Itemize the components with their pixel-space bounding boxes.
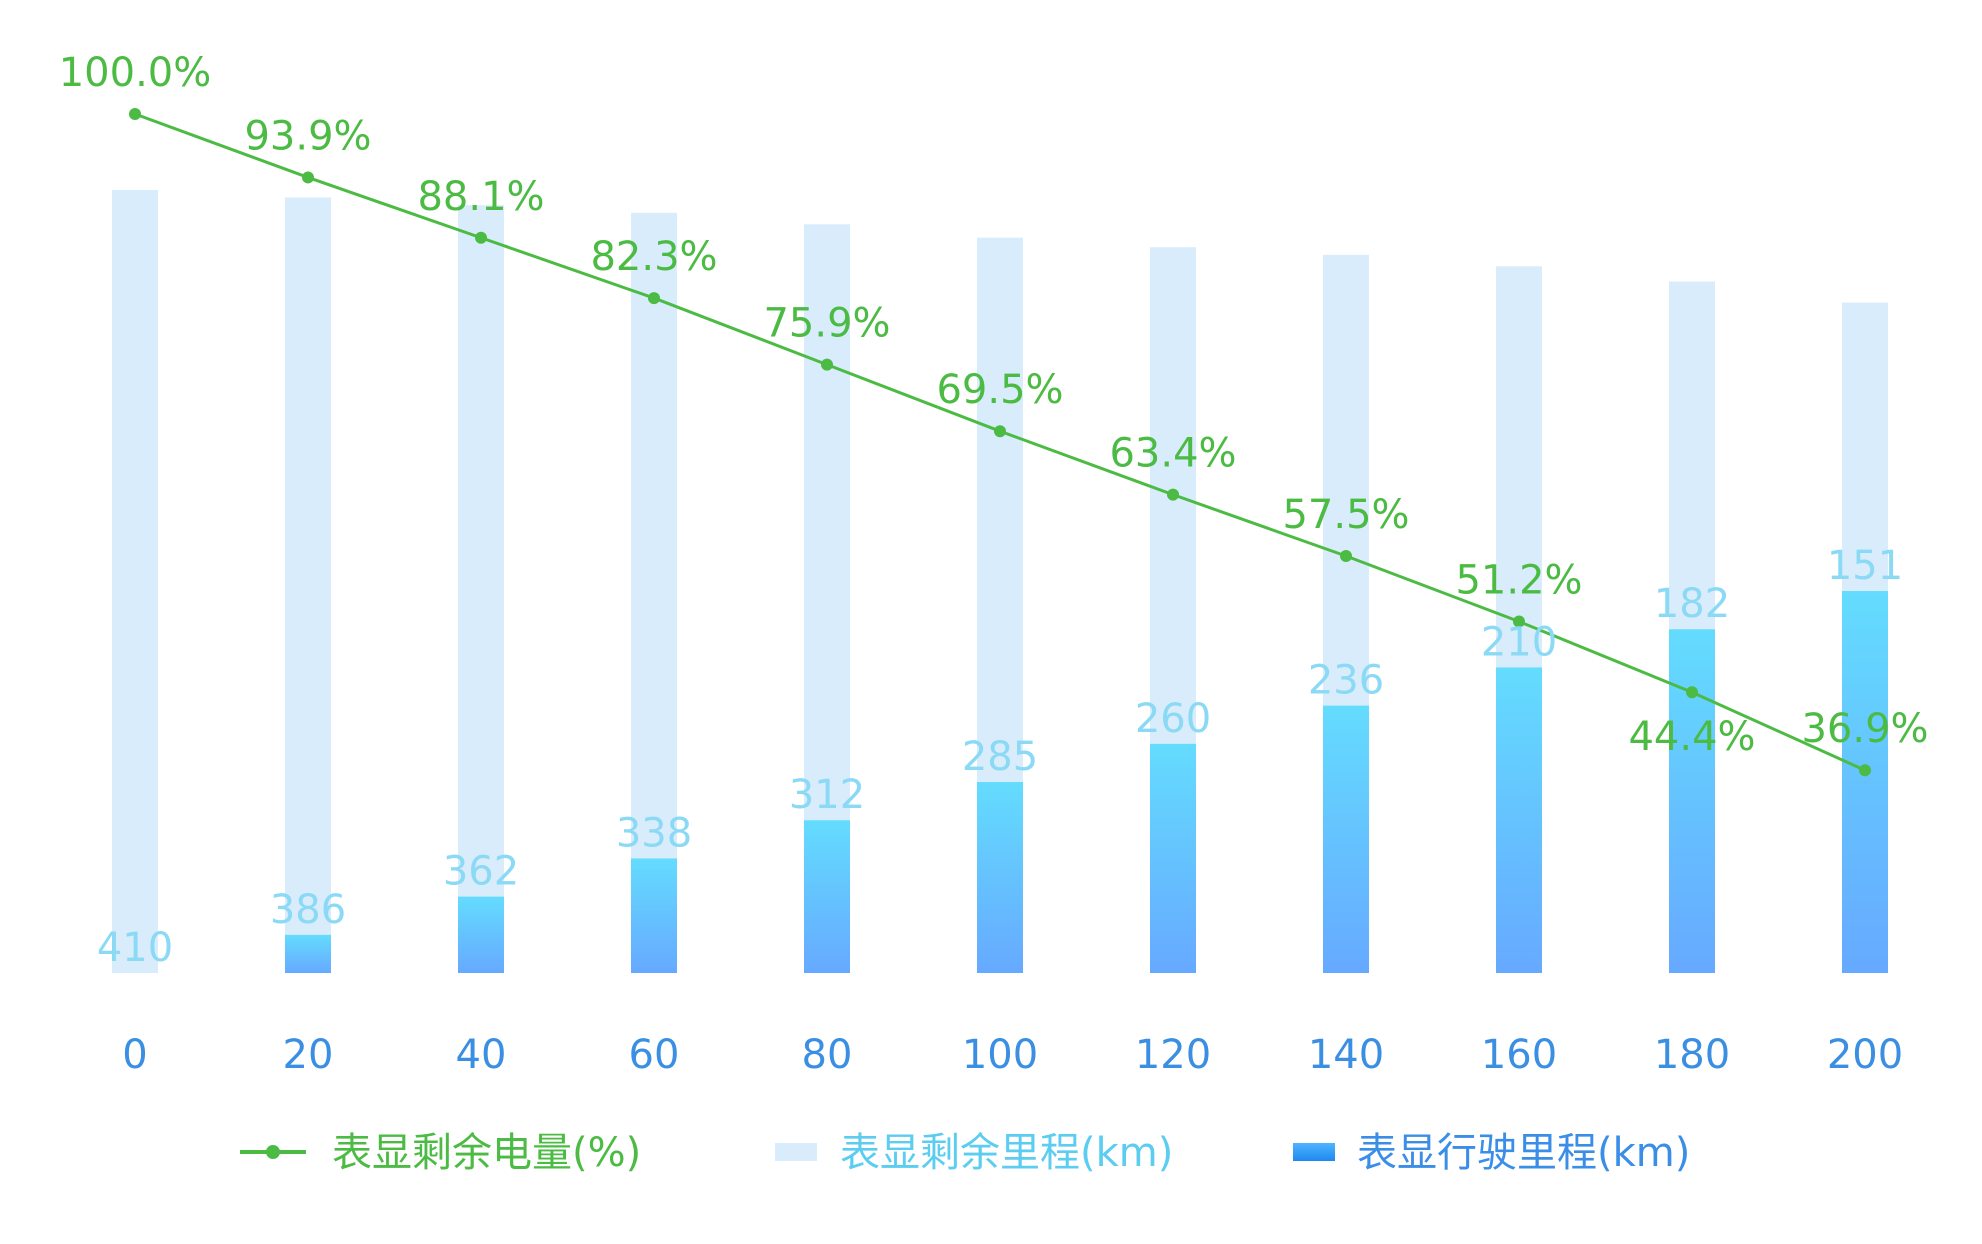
bar-driven xyxy=(1842,591,1888,973)
legend-dot-marker xyxy=(266,1145,280,1159)
legend-swatch xyxy=(1293,1143,1335,1161)
x-tick-label: 200 xyxy=(1827,1032,1903,1078)
x-tick-label: 80 xyxy=(802,1032,853,1078)
x-tick-label: 140 xyxy=(1308,1032,1384,1078)
battery-point[interactable] xyxy=(648,292,660,305)
remaining-label: 182 xyxy=(1654,581,1730,627)
bar-driven xyxy=(1323,705,1369,973)
bar-remaining xyxy=(631,212,677,859)
x-tick-label: 20 xyxy=(283,1032,334,1078)
battery-point[interactable] xyxy=(994,425,1006,438)
remaining-label: 236 xyxy=(1308,658,1384,704)
remaining-label: 285 xyxy=(962,734,1038,780)
bar-remaining xyxy=(1323,254,1369,706)
remaining-label: 312 xyxy=(789,772,865,818)
x-tick-label: 40 xyxy=(456,1032,507,1078)
remaining-label: 386 xyxy=(270,887,346,933)
bar-remaining xyxy=(458,205,504,897)
x-axis-ticks: 0 20 40 60 80 100 120 140 160 180 200 xyxy=(122,1032,1903,1078)
x-tick-label: 60 xyxy=(629,1032,680,1078)
bar-remaining xyxy=(804,224,850,821)
bar-driven xyxy=(1150,743,1196,973)
battery-label: 36.9% xyxy=(1801,706,1928,752)
bar-driven xyxy=(458,896,504,973)
bar-remaining xyxy=(1496,266,1542,668)
remaining-label: 210 xyxy=(1481,619,1557,665)
battery-label: 75.9% xyxy=(763,301,890,347)
labels-layer: 410 386 362 338 312 285 260 236 210 182 151 xyxy=(97,543,1903,971)
bar-remaining xyxy=(1842,302,1888,591)
bar-driven xyxy=(977,782,1023,973)
battery-label: 93.9% xyxy=(244,113,371,159)
battery-point[interactable] xyxy=(1686,686,1698,699)
bar-remaining xyxy=(977,237,1023,782)
legend-label: 表显剩余电量(%) xyxy=(332,1130,641,1176)
battery-label: 100.0% xyxy=(59,50,212,96)
bars-layer xyxy=(112,189,1888,973)
x-tick-label: 180 xyxy=(1654,1032,1730,1078)
legend-item-driven[interactable]: 表显行驶里程(km) xyxy=(1293,1130,1690,1176)
legend: 表显剩余电量(%) 表显剩余里程(km) 表显行驶里程(km) xyxy=(240,1130,1690,1176)
bar-driven xyxy=(804,820,850,973)
bar-driven xyxy=(1496,667,1542,973)
battery-point[interactable] xyxy=(1859,764,1871,777)
x-tick-label: 100 xyxy=(962,1032,1038,1078)
bar-driven xyxy=(285,934,331,973)
battery-label: 44.4% xyxy=(1628,714,1755,760)
battery-point[interactable] xyxy=(1513,615,1525,628)
x-tick-label: 120 xyxy=(1135,1032,1211,1078)
bar-driven xyxy=(631,858,677,973)
battery-label: 51.2% xyxy=(1455,558,1582,604)
bar-remaining xyxy=(112,189,158,973)
legend-label: 表显剩余里程(km) xyxy=(840,1130,1173,1176)
battery-point[interactable] xyxy=(302,171,314,184)
battery-label: 88.1% xyxy=(417,174,544,220)
remaining-label: 151 xyxy=(1827,543,1903,589)
battery-label: 69.5% xyxy=(936,367,1063,413)
x-tick-label: 160 xyxy=(1481,1032,1557,1078)
battery-label: 57.5% xyxy=(1282,492,1409,538)
bar-remaining xyxy=(285,197,331,935)
legend-item-battery[interactable]: 表显剩余电量(%) xyxy=(240,1130,641,1176)
battery-label: 82.3% xyxy=(590,234,717,280)
remaining-label: 362 xyxy=(443,849,519,895)
battery-point[interactable] xyxy=(1167,488,1179,501)
battery-point[interactable] xyxy=(1340,550,1352,562)
line-layer: 100.0% 93.9% 88.1% 82.3% 75.9% 69.5% 63.4% 57.5… xyxy=(59,50,1929,777)
battery-point[interactable] xyxy=(129,108,141,120)
legend-swatch xyxy=(775,1143,817,1161)
remaining-label: 260 xyxy=(1135,696,1211,742)
remaining-label: 410 xyxy=(97,925,173,971)
x-tick-label: 0 xyxy=(122,1032,147,1078)
legend-label: 表显行驶里程(km) xyxy=(1357,1130,1690,1176)
battery-label: 63.4% xyxy=(1109,431,1236,477)
battery-point[interactable] xyxy=(475,231,487,244)
remaining-label: 338 xyxy=(616,810,692,856)
legend-item-remaining[interactable]: 表显剩余里程(km) xyxy=(775,1130,1173,1176)
bar-driven xyxy=(1669,629,1715,973)
bar-remaining xyxy=(1669,281,1715,630)
battery-point[interactable] xyxy=(821,358,833,371)
